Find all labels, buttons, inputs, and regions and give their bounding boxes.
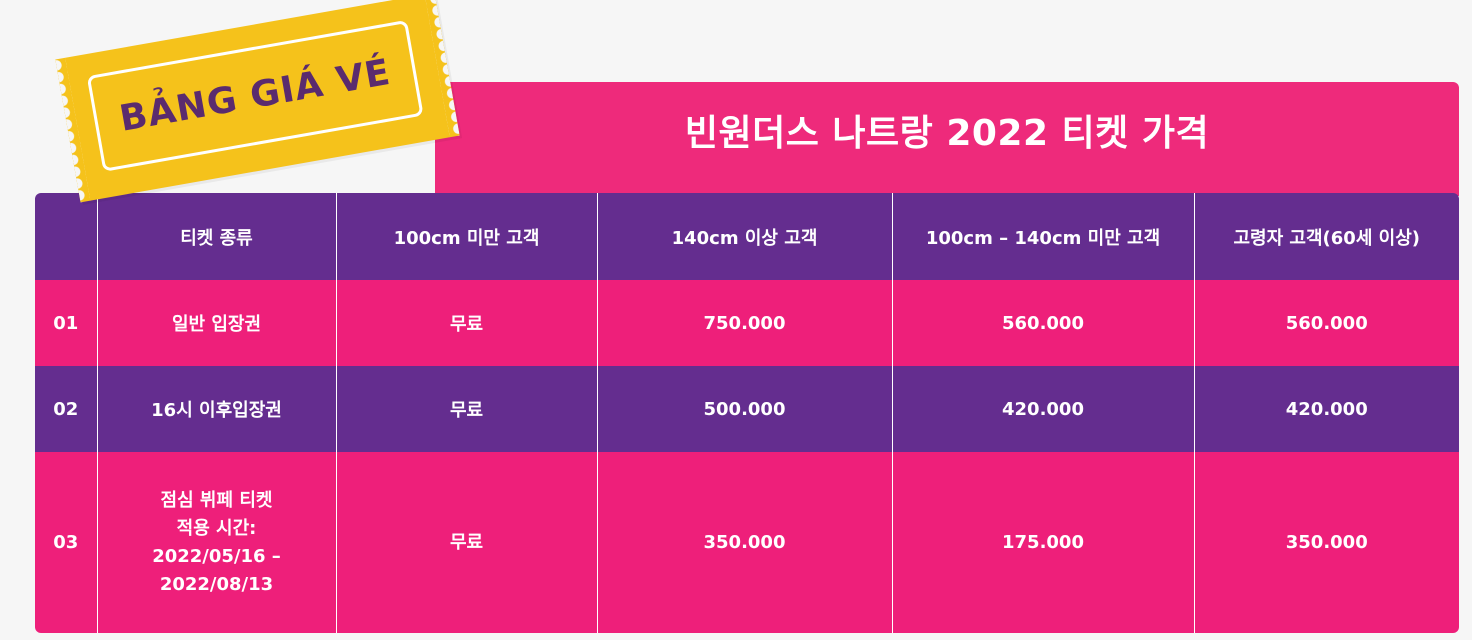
- ticket-type-line: 적용 시간:: [176, 517, 257, 539]
- title-banner: [435, 82, 1459, 196]
- header-100-140cm: 100cm – 140cm 미만 고객: [891, 193, 1194, 280]
- ticket-type-line: 2022/05/16 –: [152, 545, 281, 567]
- table-row: 03 점심 뷔페 티켓 적용 시간: 2022/05/16 – 2022/08/…: [35, 452, 1459, 633]
- price-senior: 560.000: [1193, 280, 1459, 366]
- ticket-type: 16시 이후입장권: [96, 366, 336, 452]
- price-under-100cm: 무료: [335, 280, 597, 366]
- header-over-140cm: 140cm 이상 고객: [596, 193, 892, 280]
- price-100-140cm: 560.000: [891, 280, 1194, 366]
- price-100-140cm: 420.000: [891, 366, 1194, 452]
- price-senior: 350.000: [1193, 452, 1459, 633]
- ticket-badge: BẢNG GIÁ VÉ: [55, 0, 460, 203]
- table-row: 01 일반 입장권 무료 750.000 560.000 560.000: [35, 280, 1459, 366]
- price-table: 티켓 종류 100cm 미만 고객 140cm 이상 고객 100cm – 14…: [35, 193, 1459, 633]
- row-number: 01: [53, 312, 79, 334]
- header-senior: 고령자 고객(60세 이상): [1193, 193, 1459, 280]
- header-under-100cm: 100cm 미만 고객: [335, 193, 597, 280]
- ticket-type-line: 일반 입장권: [171, 314, 262, 335]
- table-header-row: 티켓 종류 100cm 미만 고객 140cm 이상 고객 100cm – 14…: [35, 193, 1459, 280]
- ticket-type-line: 점심 뷔페 티켓: [160, 489, 273, 511]
- row-number: 03: [53, 531, 79, 553]
- price-under-100cm: 무료: [335, 366, 597, 452]
- ticket-type: 일반 입장권: [96, 280, 336, 366]
- row-number: 02: [53, 398, 79, 420]
- price-over-140cm: 350.000: [596, 452, 892, 633]
- price-100-140cm: 175.000: [891, 452, 1194, 633]
- ticket-type-line: 16시 이후입장권: [151, 400, 282, 421]
- header-number: [35, 193, 97, 280]
- page-title: 빈원더스 나트랑 2022 티켓 가격: [684, 113, 1210, 154]
- header-ticket-type: 티켓 종류: [96, 193, 336, 280]
- ticket-type-line: 2022/08/13: [159, 573, 274, 595]
- price-under-100cm: 무료: [335, 452, 597, 633]
- price-table-container: 티켓 종류 100cm 미만 고객 140cm 이상 고객 100cm – 14…: [35, 193, 1459, 633]
- price-over-140cm: 500.000: [596, 366, 892, 452]
- ticket-type: 점심 뷔페 티켓 적용 시간: 2022/05/16 – 2022/08/13: [96, 452, 336, 633]
- price-over-140cm: 750.000: [596, 280, 892, 366]
- price-senior: 420.000: [1193, 366, 1459, 452]
- table-row: 02 16시 이후입장권 무료 500.000 420.000 420.000: [35, 366, 1459, 452]
